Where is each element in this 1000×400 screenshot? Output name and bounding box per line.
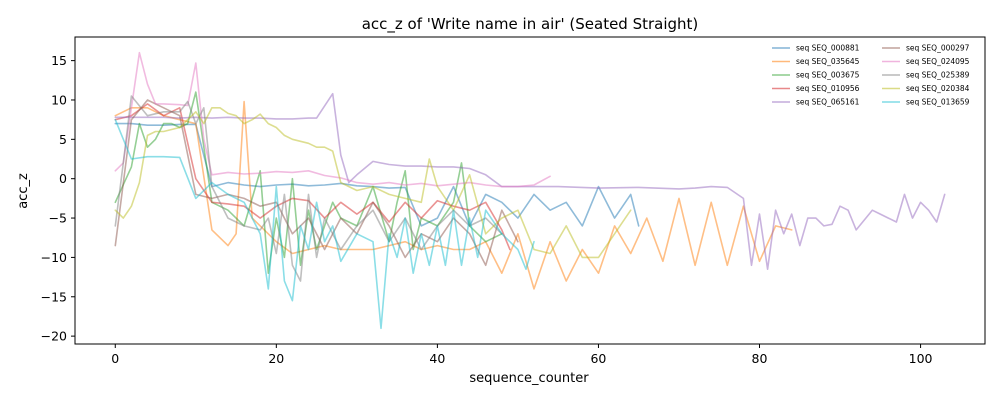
plot-area-frame	[74, 36, 986, 345]
y-tick-label: −20	[41, 329, 67, 344]
chart-title: acc_z of 'Write name in air' (Seated Str…	[362, 15, 699, 34]
series-line-seq-seq_000297	[114, 99, 519, 267]
y-tick-label: 0	[59, 171, 67, 186]
y-tick-label: 5	[59, 132, 67, 147]
x-tick-label: 0	[111, 351, 119, 366]
series-line-seq-seq_000881	[114, 122, 640, 227]
series-line-seq-seq_020384	[114, 107, 632, 259]
series-line-seq-seq_035645	[114, 100, 793, 290]
legend-entry-label: seq SEQ_003675	[796, 71, 860, 80]
legend-entry-label: seq SEQ_013659	[906, 98, 970, 107]
x-tick-label: 80	[752, 351, 768, 366]
y-tick-label: −10	[41, 250, 67, 265]
legend-entry-label: seq SEQ_035645	[796, 57, 860, 66]
series-line-seq-seq_013659	[114, 118, 535, 330]
legend-entry-label: seq SEQ_000297	[906, 44, 970, 53]
x-tick-label: 100	[909, 351, 933, 366]
y-axis-label: acc_z	[16, 173, 31, 209]
series-line-seq-seq_024095	[114, 51, 551, 188]
x-tick-label: 20	[268, 351, 284, 366]
y-tick-label: −5	[49, 211, 67, 226]
legend-entry-label: seq SEQ_010956	[796, 84, 860, 93]
legend-entry-label: seq SEQ_065161	[796, 98, 860, 107]
series-line-seq-seq_065161	[114, 92, 946, 271]
y-tick-label: 15	[51, 53, 67, 68]
x-axis-label: sequence_counter	[469, 371, 589, 386]
y-tick-label: 10	[51, 92, 67, 107]
y-axis-ticks: −20 −15 −10 −5 0 5 10 15	[41, 53, 75, 344]
legend-entry-label: seq SEQ_020384	[906, 84, 970, 93]
y-tick-label: −15	[41, 289, 67, 304]
legend-entry-label: seq SEQ_024095	[906, 57, 970, 66]
series-lines	[114, 51, 946, 330]
x-axis-ticks: 0 20 40 60 80 100	[111, 344, 933, 366]
legend-entry-label: seq SEQ_025389	[906, 71, 970, 80]
x-tick-label: 60	[590, 351, 606, 366]
legend-entry-label: seq SEQ_000881	[796, 44, 860, 53]
x-tick-label: 40	[429, 351, 445, 366]
